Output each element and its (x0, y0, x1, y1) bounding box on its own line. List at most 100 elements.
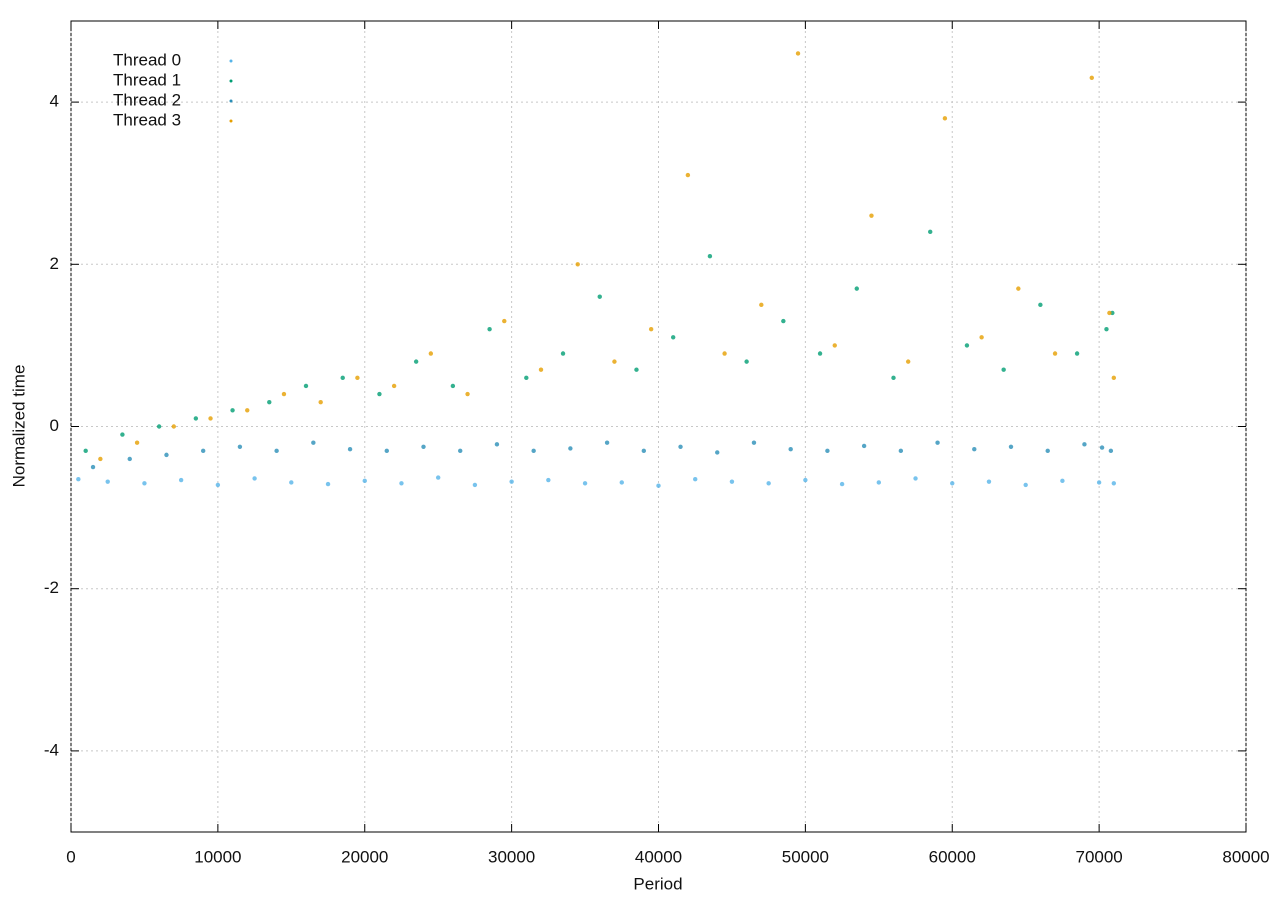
data-point (465, 391, 470, 397)
data-point (127, 456, 132, 462)
data-point (707, 253, 713, 259)
x-tick-label: 20000 (341, 847, 388, 866)
data-point (1089, 75, 1094, 80)
data-point (560, 351, 566, 356)
data-point (1008, 444, 1014, 449)
data-point (267, 399, 272, 405)
data-point (134, 440, 140, 445)
data-point (619, 480, 624, 485)
data-point (634, 367, 639, 372)
y-axis-label: Normalized time (9, 365, 28, 488)
data-point (531, 448, 536, 454)
data-point (803, 477, 808, 483)
data-point (656, 483, 661, 488)
data-point (751, 440, 757, 445)
data-point (898, 448, 904, 454)
data-point (1023, 482, 1028, 488)
data-point (597, 294, 602, 299)
data-point (1052, 351, 1058, 356)
legend-marker (229, 79, 233, 83)
data-point (208, 416, 213, 421)
y-tick-label: -2 (44, 578, 59, 597)
legend-label: Thread 0 (113, 50, 181, 69)
legend-label: Thread 1 (113, 70, 181, 89)
data-point (325, 481, 331, 487)
data-point (428, 351, 434, 356)
data-point (105, 479, 110, 484)
data-point (693, 477, 698, 482)
data-point (340, 375, 345, 381)
data-point (781, 318, 786, 324)
data-point (891, 375, 896, 381)
y-tick-label: 2 (50, 254, 59, 273)
data-point (582, 481, 588, 486)
data-point (648, 326, 654, 332)
data-point (98, 456, 103, 462)
data-point (1060, 478, 1065, 484)
data-point (413, 359, 419, 364)
data-point (744, 359, 749, 364)
data-point (421, 444, 426, 449)
data-point (120, 432, 125, 437)
data-point (861, 443, 867, 449)
x-tick-label: 30000 (488, 847, 535, 866)
data-point (1104, 326, 1109, 332)
x-tick-label: 50000 (782, 847, 829, 866)
data-point (1045, 448, 1050, 454)
data-point (509, 479, 514, 484)
data-point (825, 448, 830, 454)
legend-marker (229, 119, 233, 123)
data-point (472, 482, 478, 488)
y-tick-label: -4 (44, 740, 59, 759)
data-point (678, 444, 683, 449)
data-point (964, 343, 970, 348)
data-point (722, 351, 727, 356)
data-point (950, 481, 955, 486)
x-tick-label: 10000 (194, 847, 241, 866)
data-point (1111, 481, 1117, 486)
data-point (986, 479, 992, 484)
data-point (274, 448, 279, 454)
legend-label: Thread 2 (113, 90, 181, 109)
data-point (1016, 286, 1021, 291)
data-point (979, 335, 984, 340)
data-point (972, 447, 977, 452)
data-point (766, 481, 771, 486)
data-point (252, 476, 257, 481)
data-point (1001, 367, 1006, 372)
data-point (399, 481, 404, 486)
data-point (200, 448, 206, 454)
data-point (76, 477, 81, 482)
x-tick-label: 80000 (1222, 847, 1269, 866)
data-point (164, 452, 169, 458)
data-point (1038, 302, 1043, 308)
data-point (245, 408, 250, 413)
data-point (788, 447, 793, 452)
data-point (942, 116, 948, 121)
data-point (612, 359, 617, 364)
data-point (538, 367, 544, 372)
data-point (839, 481, 845, 487)
data-point (347, 447, 353, 452)
x-tick-label: 40000 (635, 847, 682, 866)
data-point (458, 448, 463, 454)
data-point (729, 479, 735, 484)
y-tick-label: 4 (50, 92, 59, 111)
data-point (281, 391, 287, 397)
legend-marker (229, 99, 233, 103)
data-point (494, 442, 500, 447)
data-point (90, 464, 96, 470)
data-point (1074, 351, 1080, 356)
data-point (384, 448, 389, 454)
data-point (142, 481, 147, 486)
x-tick-label: 60000 (929, 847, 976, 866)
data-point (795, 51, 801, 56)
data-point (604, 440, 610, 445)
data-point (391, 383, 397, 389)
data-point (303, 383, 309, 389)
data-point (817, 351, 823, 356)
data-point (568, 446, 573, 451)
data-point (854, 286, 859, 291)
data-point (641, 448, 647, 454)
